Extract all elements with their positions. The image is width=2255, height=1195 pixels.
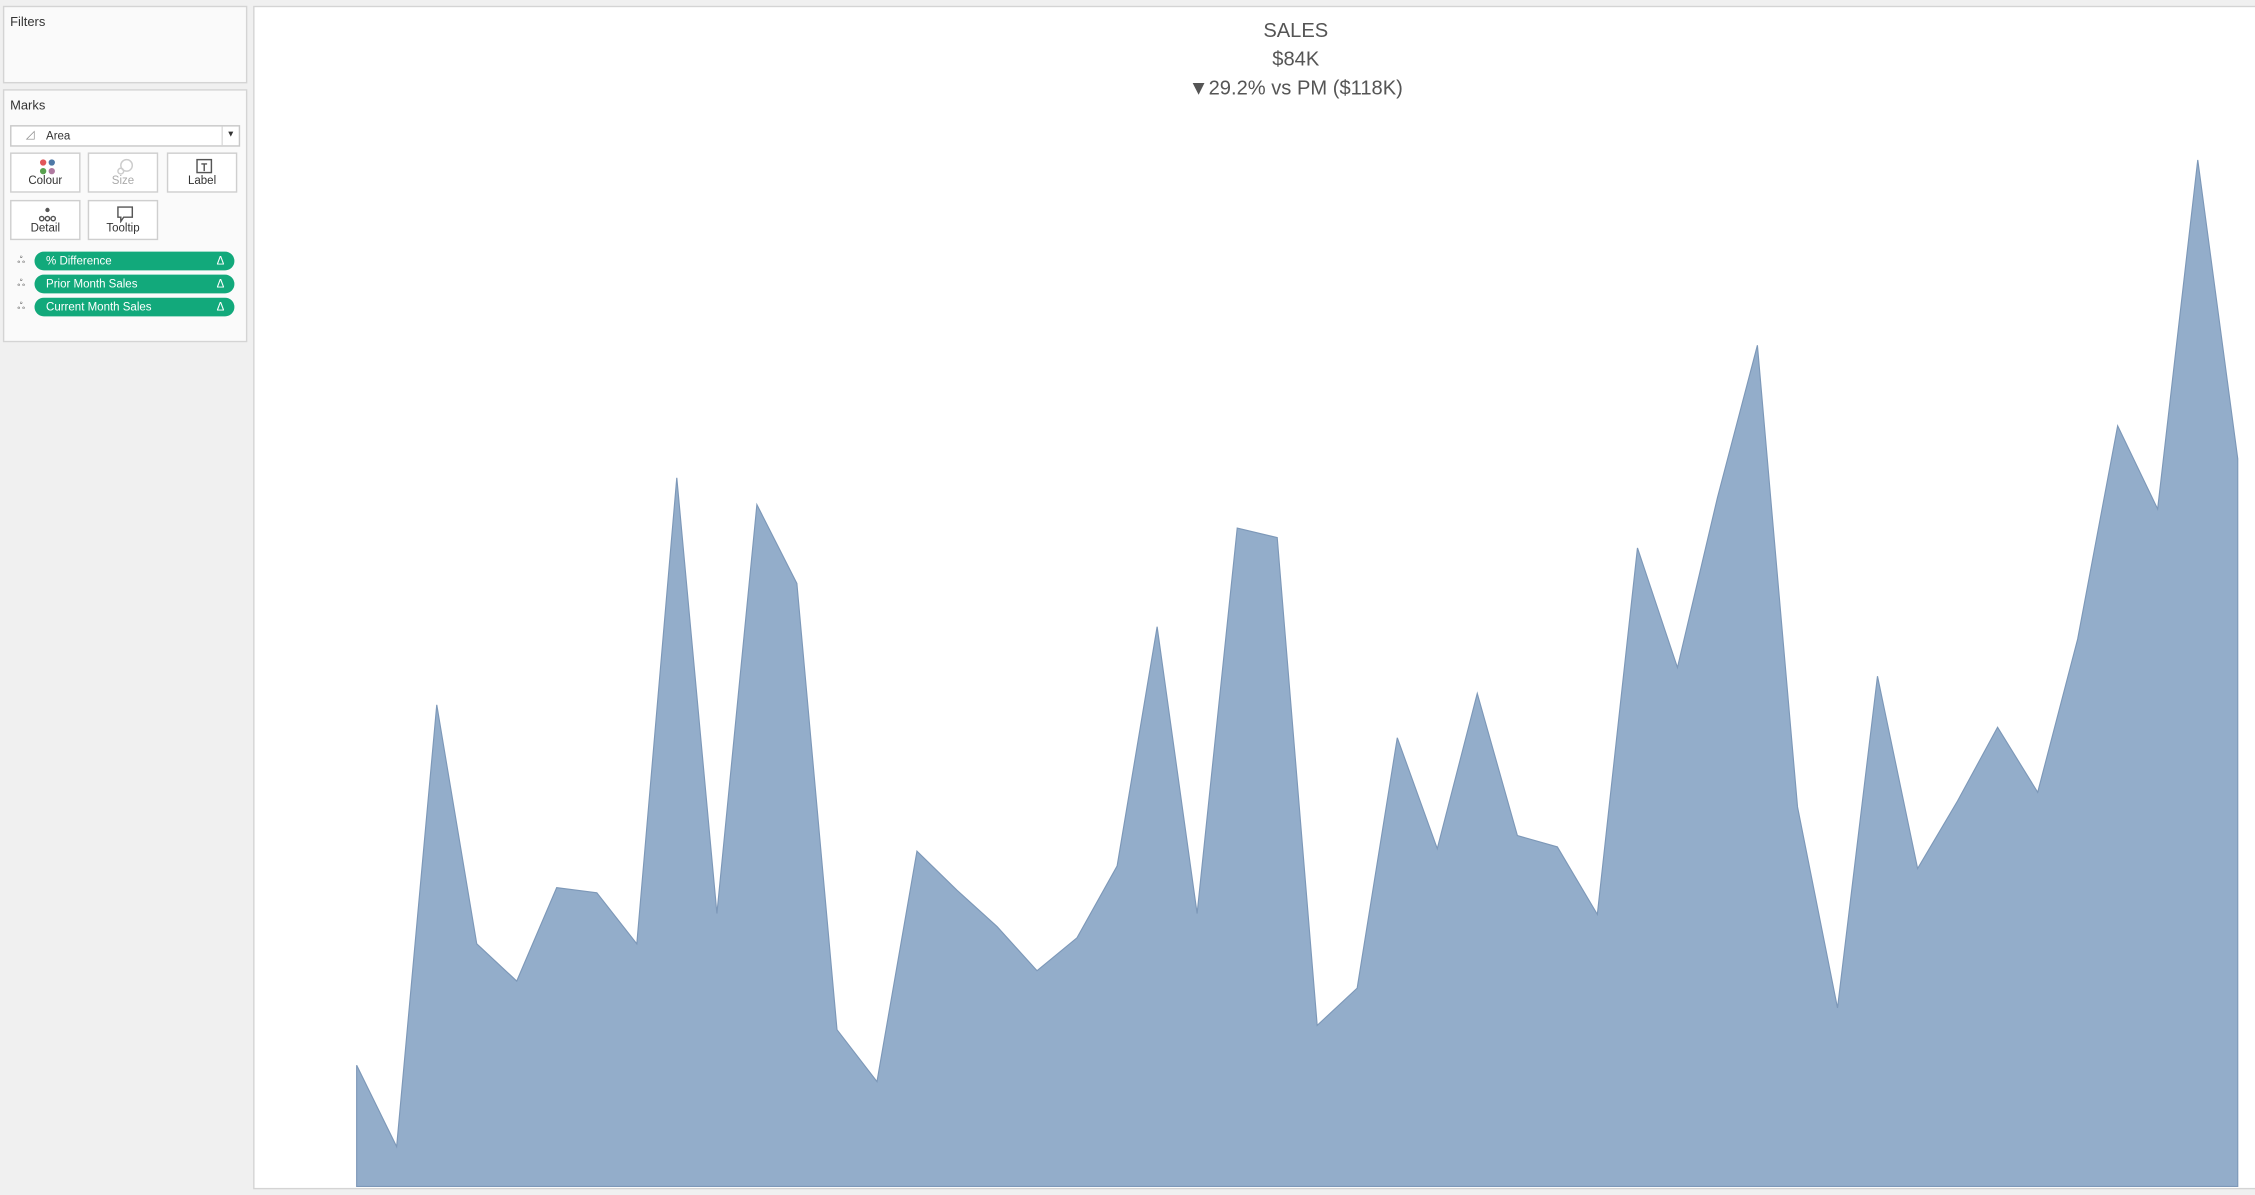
detail-label: Detail [30, 221, 60, 235]
pill-icon: Δ [216, 300, 225, 314]
marks-title: Marks [10, 97, 46, 113]
label-icon [196, 158, 213, 174]
area-icon: ◿ [25, 127, 35, 141]
pill-icon: Δ [216, 254, 225, 268]
dropdown-arrow: ▼ [221, 126, 238, 146]
colour-label: Colour [28, 174, 63, 187]
detail-button[interactable]: Detail [10, 199, 81, 241]
pill-label: % Difference [46, 254, 112, 268]
size-label: Size [111, 174, 135, 187]
chart: SALES $84K ▼29.2% vs PM ($118K) [253, 5, 2255, 1190]
filters-title: Filters [10, 14, 46, 29]
size-icon [117, 158, 134, 175]
chart-subtitle: $84K [1272, 49, 1320, 71]
pill-label: Current Month Sales [46, 300, 152, 314]
detail-icon: ஃ [17, 302, 26, 313]
chart-title: SALES [1263, 20, 1328, 42]
label-button[interactable]: Label [166, 152, 238, 193]
detail-icon: ஃ [17, 255, 26, 267]
size-button[interactable]: Size [87, 152, 159, 193]
filters-shelf[interactable]: Filters [2, 5, 248, 84]
tooltip-label: Tooltip [106, 221, 140, 235]
pill[interactable]: Prior Month Sales Δ [34, 274, 235, 294]
detail-icon: ஃ [17, 278, 26, 290]
colour-icon [39, 159, 55, 175]
area [356, 159, 2239, 1188]
detail-icon [38, 207, 57, 222]
mark-type: Area [46, 129, 71, 143]
pill[interactable]: Current Month Sales Δ [34, 297, 235, 317]
pill-icon: Δ [216, 277, 225, 291]
label-label: Label [187, 174, 217, 187]
mark-type-dropdown[interactable]: ◿ Area ▼ [10, 125, 241, 147]
colour-button[interactable]: Colour [10, 152, 81, 193]
tooltip-icon [117, 206, 134, 223]
pill-label: Prior Month Sales [46, 277, 138, 291]
marks-card: Marks ◿ Area ▼ Colour Size Label Detail … [2, 89, 248, 343]
tooltip-button[interactable]: Tooltip [87, 199, 159, 241]
chart-annotation: ▼29.2% vs PM ($118K) [1189, 77, 1403, 99]
pill[interactable]: % Difference Δ [34, 251, 235, 271]
